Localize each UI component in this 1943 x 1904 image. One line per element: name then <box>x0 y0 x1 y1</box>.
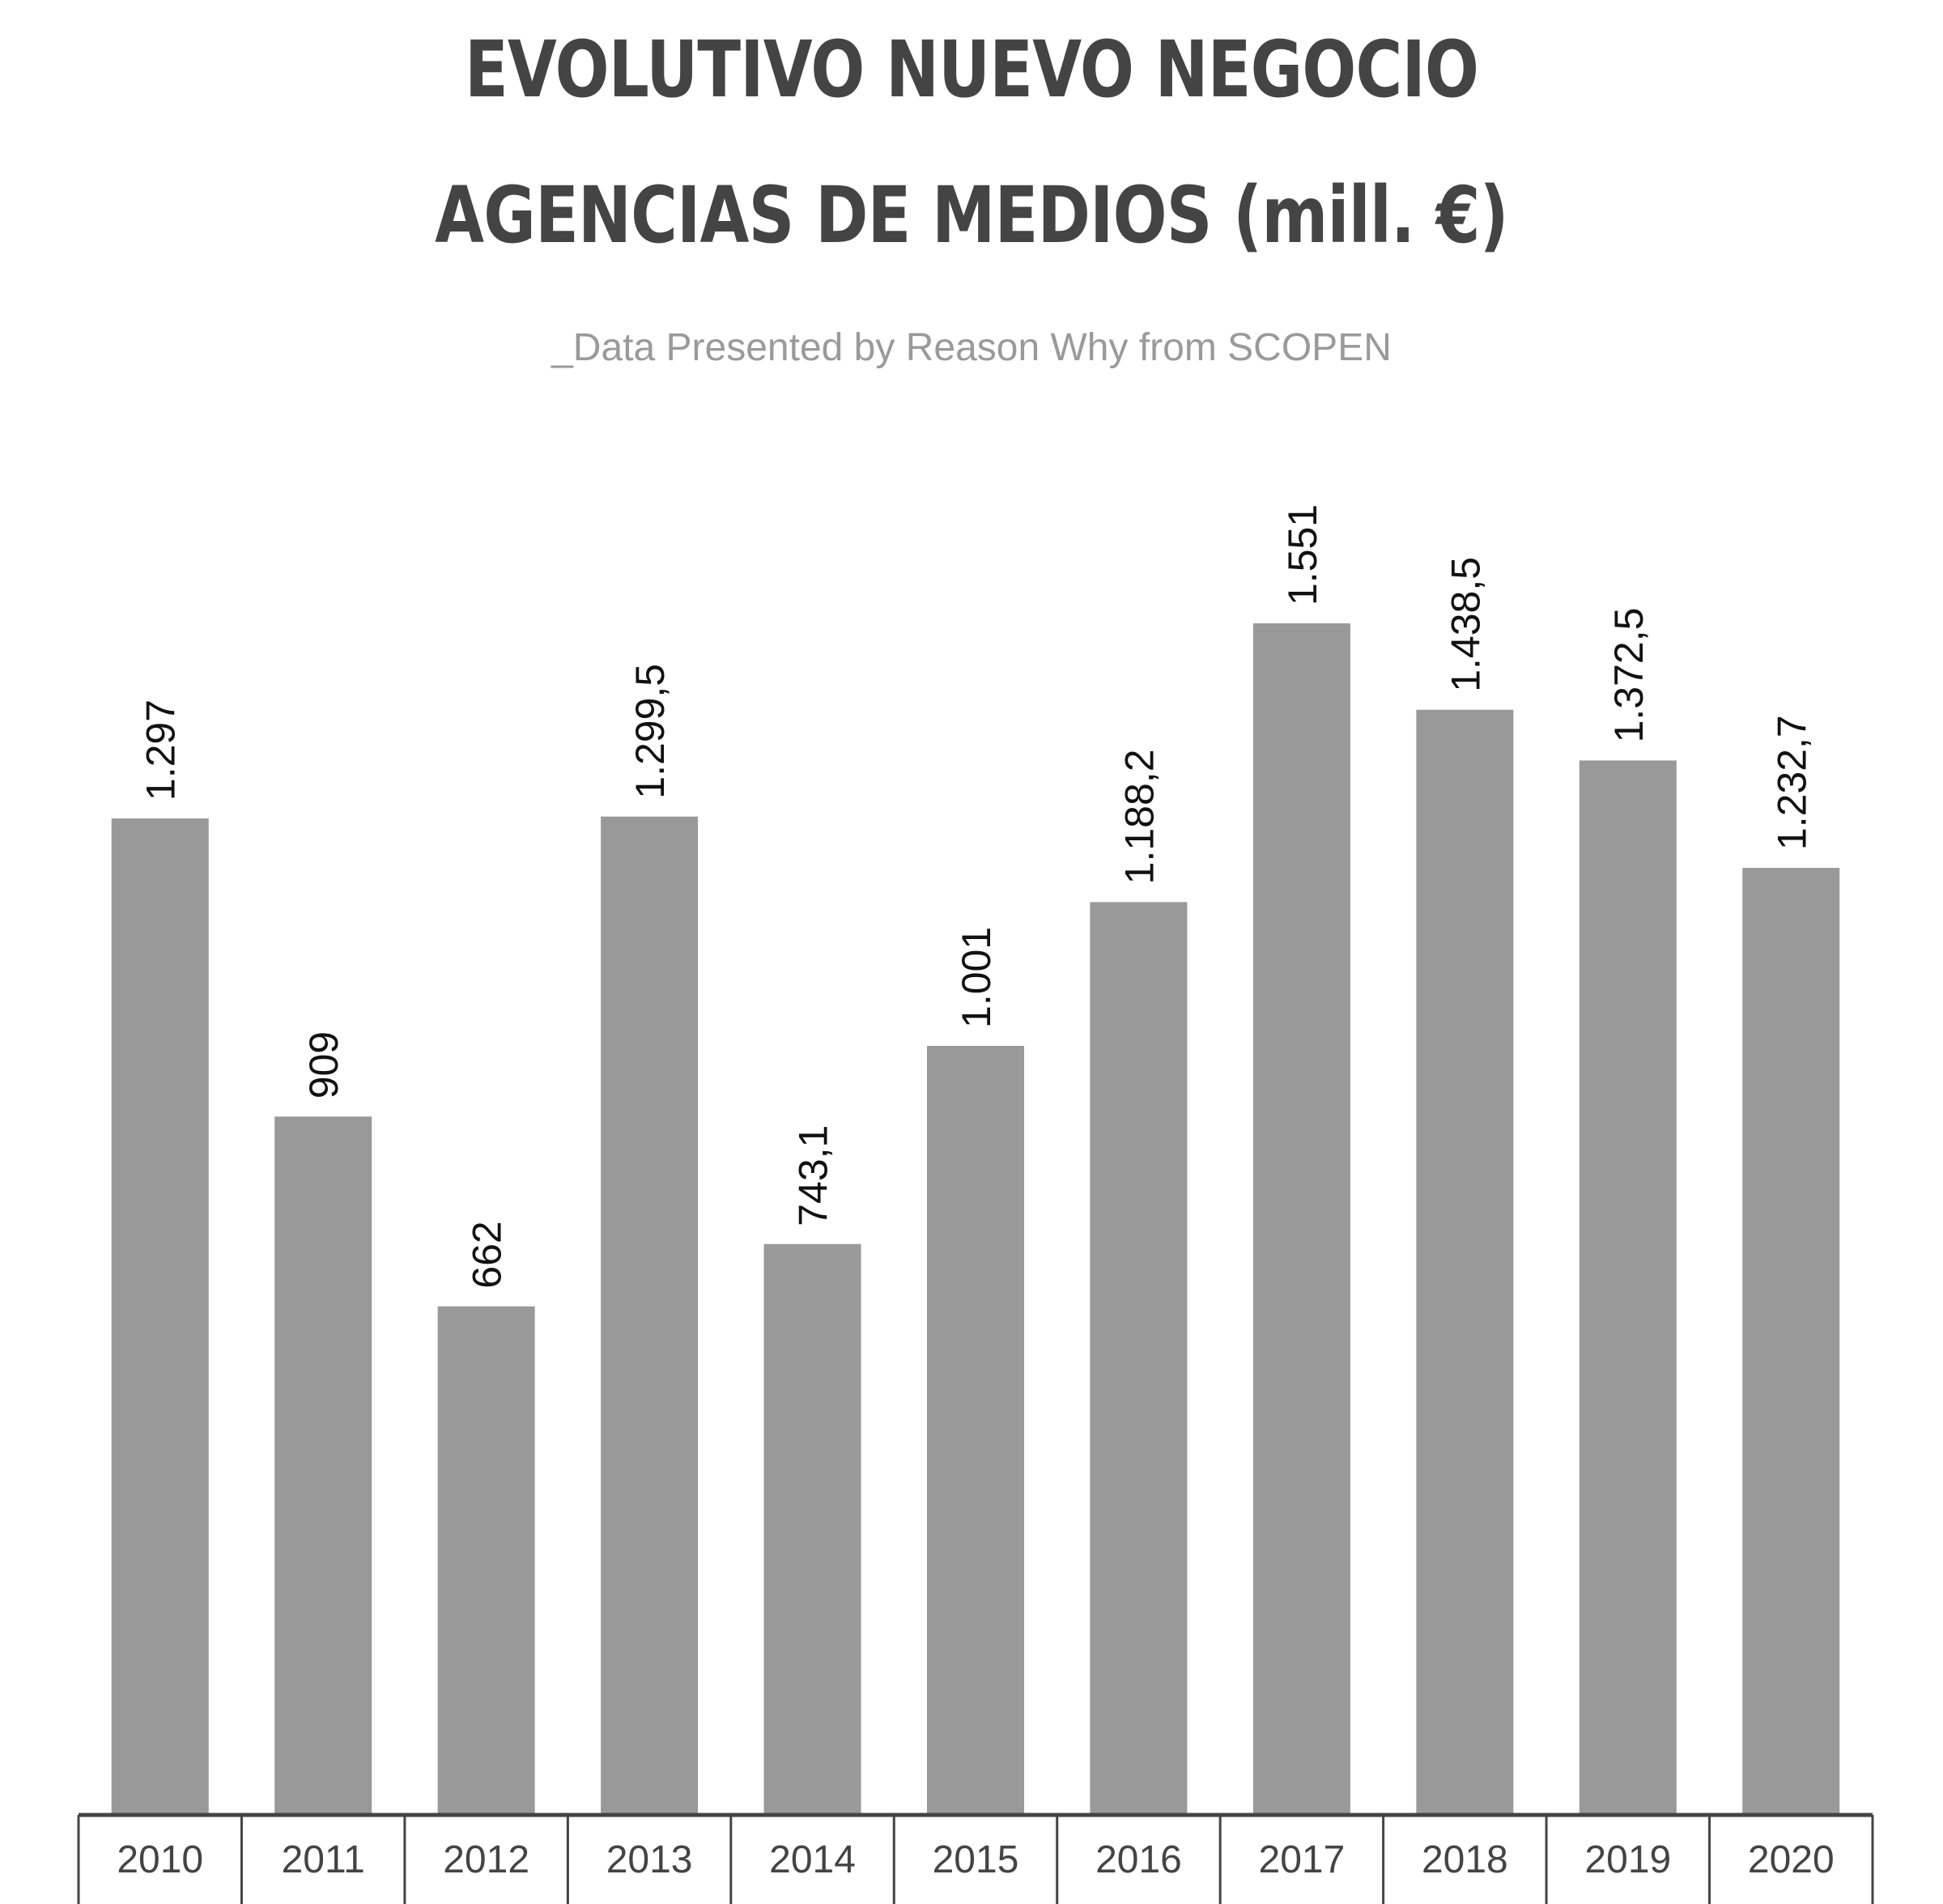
category-label-2013: 2013 <box>606 1838 693 1881</box>
chart-subtitle: _Data Presented by Reason Why from SCOPE… <box>551 326 1392 369</box>
chart-title-line-1: EVOLUTIVO NUEVO NEGOCIO <box>464 24 1479 115</box>
bar-2011 <box>274 1116 372 1815</box>
bar-2015 <box>927 1045 1024 1815</box>
value-label-2012: 662 <box>465 1221 510 1288</box>
category-label-2012: 2012 <box>443 1838 529 1881</box>
bar-2010 <box>111 818 209 1816</box>
value-label-2014: 743,1 <box>791 1125 836 1226</box>
value-label-2015: 1.001 <box>954 927 999 1028</box>
value-label-2020: 1.232,7 <box>1769 715 1814 850</box>
value-label-2016: 1.188,2 <box>1116 749 1162 884</box>
value-label-2013: 1.299,5 <box>627 664 673 799</box>
category-label-2019: 2019 <box>1584 1838 1671 1881</box>
category-label-2017: 2017 <box>1259 1838 1346 1881</box>
category-label-2014: 2014 <box>769 1838 856 1881</box>
bar-2013 <box>601 816 699 1815</box>
category-label-2010: 2010 <box>117 1838 203 1881</box>
category-label-2020: 2020 <box>1748 1838 1835 1881</box>
value-label-2010: 1.297 <box>138 699 184 801</box>
chart-title-line-2: AGENCIAS DE MEDIOS (mill. €) <box>435 170 1508 261</box>
value-label-2011: 909 <box>301 1031 347 1099</box>
bar-2016 <box>1090 902 1188 1815</box>
bar-2017 <box>1252 623 1350 1815</box>
bar-2012 <box>437 1306 535 1815</box>
value-label-2018: 1.438,5 <box>1443 557 1488 692</box>
category-label-2018: 2018 <box>1422 1838 1508 1881</box>
value-label-2017: 1.551 <box>1280 504 1325 606</box>
category-label-2011: 2011 <box>282 1838 365 1881</box>
bar-2020 <box>1742 868 1840 1815</box>
bar-2018 <box>1416 709 1514 1816</box>
value-label-2019: 1.372,5 <box>1606 608 1652 743</box>
category-label-2015: 2015 <box>933 1838 1019 1881</box>
bar-2014 <box>763 1243 861 1815</box>
category-label-2016: 2016 <box>1095 1838 1182 1881</box>
bar-2019 <box>1579 760 1677 1815</box>
